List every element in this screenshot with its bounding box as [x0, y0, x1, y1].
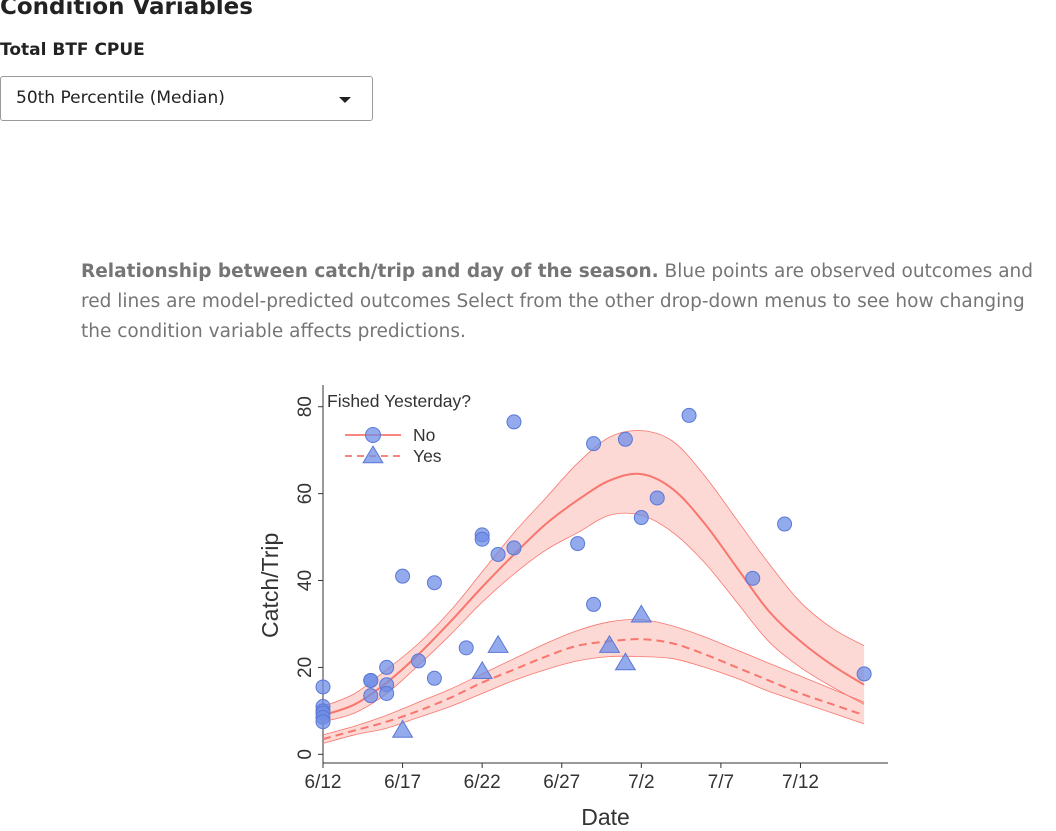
figure-caption: Relationship between catch/trip and day … — [81, 257, 1056, 347]
y-tick-label: 60 — [295, 483, 316, 504]
select-value: 50th Percentile (Median) — [16, 88, 225, 108]
caption-bold: Relationship between catch/trip and day … — [81, 261, 659, 282]
catch-trip-chart: 6/12 6/17 6/22 6/27 7/2 7/7 7/12 0 20 40 60 80 Date C… — [257, 385, 888, 830]
legend-triangle-icon — [362, 445, 384, 464]
x-tick-label: 7/12 — [782, 772, 819, 793]
data-point-no — [426, 670, 442, 686]
data-point-no — [506, 414, 522, 430]
data-point-no — [458, 640, 474, 656]
percentile-select[interactable]: 50th Percentile (Median) — [0, 76, 373, 121]
data-point-no — [633, 510, 649, 526]
x-tick-label: 7/7 — [708, 772, 734, 793]
data-point-no — [363, 672, 379, 688]
fit-line-yes — [322, 638, 865, 741]
legend-label-yes: Yes — [413, 446, 442, 466]
data-point-yes — [487, 634, 509, 653]
data-point-yes — [471, 660, 493, 679]
ci-lower-yes — [322, 655, 865, 744]
data-point-no — [363, 688, 379, 704]
data-point-no — [586, 436, 602, 452]
data-point-no — [856, 666, 872, 682]
x-tick-label: 6/27 — [543, 772, 580, 793]
y-tick-label: 40 — [295, 570, 316, 591]
data-point-no — [379, 659, 395, 675]
data-point-no — [745, 570, 761, 586]
legend-label-no: No — [413, 425, 435, 445]
section-subtitle: Total BTF CPUE — [0, 40, 145, 60]
data-point-no — [777, 516, 793, 532]
data-point-no — [506, 540, 522, 556]
data-point-no — [617, 431, 633, 447]
data-point-yes — [391, 719, 414, 738]
x-tick-label: 6/12 — [305, 772, 342, 793]
data-point-no — [570, 536, 586, 552]
page-title: Condition Variables — [0, 0, 253, 20]
data-point-no — [315, 714, 331, 730]
x-tick-label: 6/17 — [384, 772, 421, 793]
ci-upper-yes — [322, 618, 865, 736]
y-tick-label: 20 — [295, 657, 316, 678]
x-tick-label: 7/2 — [628, 772, 654, 793]
data-point-no — [379, 685, 395, 701]
chevron-down-icon — [339, 97, 351, 103]
data-point-no — [681, 407, 697, 423]
ci-ribbon-yes — [323, 619, 865, 744]
y-axis-title: Catch/Trip — [257, 533, 283, 638]
y-tick-label: 0 — [295, 749, 316, 760]
caption-text: Blue points are observed outcomes and re… — [81, 261, 1034, 342]
data-point-no — [315, 679, 331, 695]
y-tick-label: 80 — [295, 396, 316, 417]
data-point-no — [474, 531, 490, 547]
x-tick-label: 6/22 — [464, 772, 501, 793]
data-point-no — [490, 546, 506, 562]
data-point-no — [410, 653, 426, 669]
data-point-yes — [598, 634, 621, 653]
legend-circle-icon — [365, 427, 381, 443]
data-point-no — [426, 575, 442, 591]
data-point-no — [586, 596, 602, 612]
data-point-no — [395, 568, 411, 584]
data-point-yes — [614, 652, 637, 671]
legend-title: Fished Yesterday? — [327, 391, 471, 411]
data-point-yes — [630, 604, 653, 623]
data-point-no — [649, 490, 665, 506]
x-axis-title: Date — [581, 804, 630, 830]
